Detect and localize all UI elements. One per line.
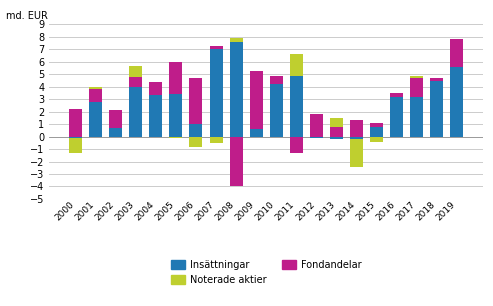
Bar: [350, 139, 363, 166]
Bar: [109, 110, 122, 128]
Bar: [410, 76, 423, 78]
Bar: [330, 118, 343, 127]
Bar: [270, 76, 283, 84]
Bar: [370, 127, 383, 136]
Bar: [390, 93, 403, 97]
Bar: [249, 129, 263, 136]
Bar: [170, 136, 182, 138]
Bar: [290, 136, 303, 153]
Bar: [170, 62, 182, 94]
Bar: [210, 46, 222, 49]
Bar: [189, 124, 203, 136]
Bar: [189, 136, 203, 147]
Bar: [149, 95, 162, 136]
Bar: [210, 49, 222, 136]
Bar: [430, 80, 443, 136]
Bar: [230, 38, 243, 42]
Bar: [290, 54, 303, 76]
Bar: [390, 97, 403, 136]
Bar: [230, 42, 243, 136]
Bar: [129, 65, 142, 77]
Bar: [69, 109, 82, 136]
Bar: [69, 136, 82, 138]
Bar: [370, 123, 383, 127]
Bar: [410, 97, 423, 136]
Bar: [230, 136, 243, 186]
Bar: [350, 120, 363, 136]
Bar: [69, 138, 82, 153]
Bar: [370, 136, 383, 142]
Bar: [249, 71, 263, 129]
Bar: [451, 67, 463, 136]
Bar: [310, 114, 323, 136]
Bar: [210, 136, 222, 143]
Bar: [89, 89, 102, 102]
Bar: [270, 84, 283, 136]
Bar: [89, 102, 102, 136]
Bar: [430, 78, 443, 80]
Bar: [170, 94, 182, 136]
Bar: [189, 78, 203, 124]
Bar: [310, 136, 323, 138]
Legend: Insättningar, Noterade aktier, Fondandelar: Insättningar, Noterade aktier, Fondandel…: [167, 256, 365, 289]
Bar: [350, 136, 363, 139]
Bar: [129, 87, 142, 136]
Bar: [109, 128, 122, 136]
Bar: [89, 87, 102, 89]
Bar: [451, 39, 463, 67]
Bar: [149, 82, 162, 95]
Bar: [330, 136, 343, 139]
Bar: [410, 78, 423, 97]
Bar: [330, 127, 343, 136]
Bar: [129, 77, 142, 87]
Bar: [290, 76, 303, 136]
Text: md. EUR: md. EUR: [6, 11, 48, 21]
